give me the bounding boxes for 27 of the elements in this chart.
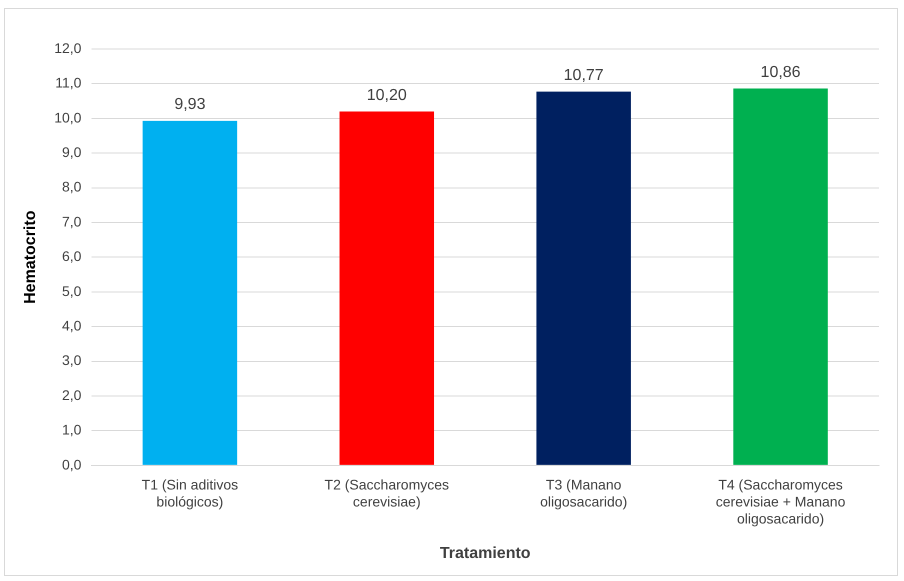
y-tick-label: 11,0 bbox=[55, 74, 82, 91]
bar bbox=[340, 111, 434, 465]
y-tick-label: 0,0 bbox=[62, 456, 82, 472]
x-tick-label: T2 (Saccharomyces cerevisiae) bbox=[324, 476, 450, 510]
x-tick-label: T4 (Saccharomyces cerevisiae + Manano oligosacarido) bbox=[716, 476, 846, 526]
y-tick-label: 2,0 bbox=[62, 386, 82, 403]
y-tick-label: 8,0 bbox=[62, 178, 82, 195]
data-label: 10,86 bbox=[760, 64, 801, 81]
y-tick-label: 9,0 bbox=[62, 144, 82, 160]
y-tick-label: 5,0 bbox=[62, 282, 82, 299]
bar bbox=[142, 120, 238, 465]
y-tick-label: 7,0 bbox=[62, 213, 82, 230]
data-label: 10,77 bbox=[564, 67, 604, 84]
x-axis-title: Tratamiento bbox=[440, 544, 531, 562]
bar bbox=[536, 92, 631, 465]
y-tick-label: 4,0 bbox=[62, 317, 82, 334]
data-label: 9,93 bbox=[174, 96, 206, 114]
y-tick-label: 10,0 bbox=[54, 109, 82, 126]
data-label: 10,20 bbox=[366, 86, 407, 104]
x-tick-label: T3 (Manano oligosacarido) bbox=[540, 476, 628, 510]
y-tick-label: 1,0 bbox=[62, 422, 82, 438]
x-tick-label: T1 (Sin aditivos biológicos) bbox=[142, 476, 238, 510]
y-tick-label: 12,0 bbox=[54, 40, 82, 56]
bar bbox=[733, 88, 828, 465]
y-tick-label: 6,0 bbox=[62, 248, 82, 264]
y-axis-title: Hematocrito bbox=[22, 210, 40, 304]
y-tick-label: 3,0 bbox=[62, 352, 82, 368]
